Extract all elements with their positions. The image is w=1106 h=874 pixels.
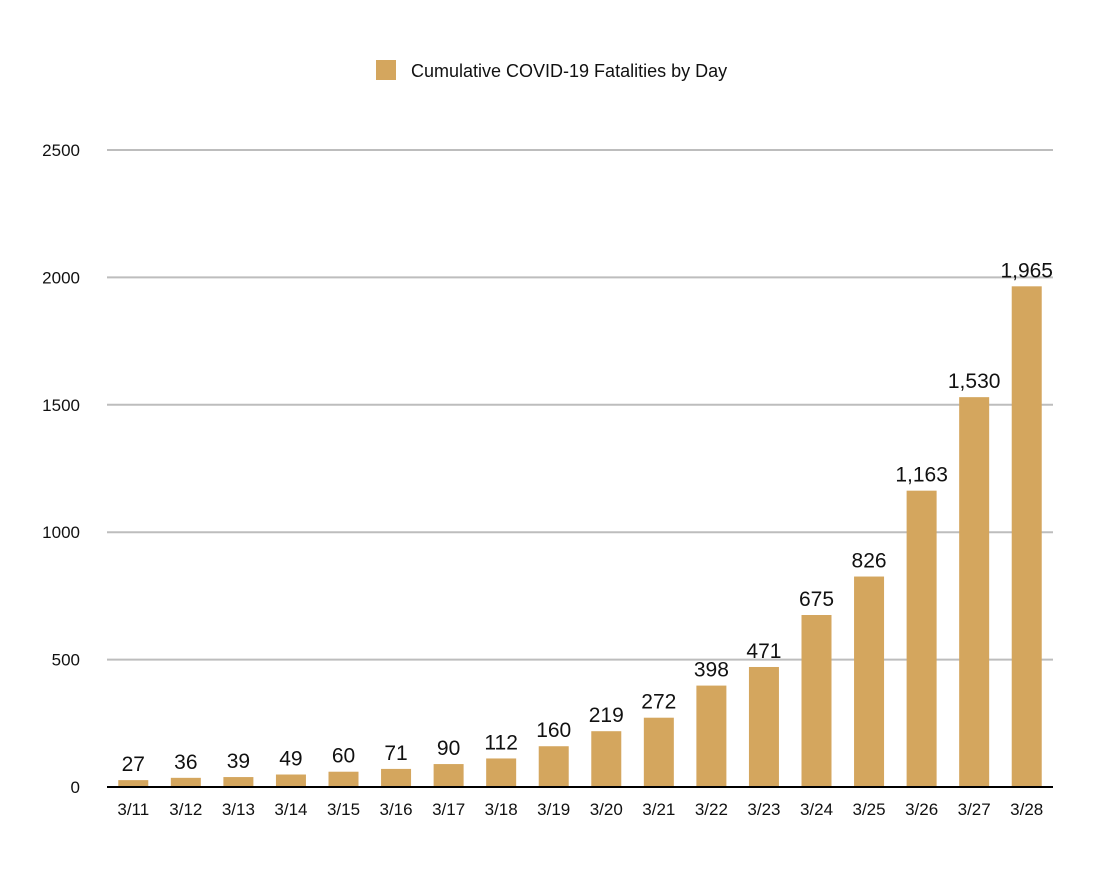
bar — [906, 490, 937, 787]
bar — [118, 780, 149, 787]
data-label: 219 — [589, 704, 624, 727]
bar — [223, 777, 254, 787]
data-label: 272 — [641, 691, 676, 714]
bar — [538, 746, 569, 787]
data-label: 1,163 — [895, 464, 948, 487]
x-axis-ticks: 3/11 3/12 3/13 3/14 3/15 3/16 3/17 3/18 3/19 3/20… — [117, 800, 1043, 819]
bar — [696, 685, 727, 787]
y-tick-label: 2000 — [42, 268, 80, 287]
data-label: 1,965 — [1000, 259, 1053, 282]
x-tick-label: 3/20 — [590, 800, 623, 819]
legend-swatch — [376, 60, 396, 80]
x-tick-label: 3/24 — [800, 800, 833, 819]
x-tick-label: 3/18 — [485, 800, 518, 819]
data-label: 160 — [536, 719, 571, 742]
legend: Cumulative COVID-19 Fatalities by Day — [376, 60, 727, 81]
data-label: 49 — [279, 748, 302, 771]
data-labels: 27 36 39 49 60 71 90 112 160 219 272 398 471 675 826 1,… — [122, 259, 1053, 776]
bars — [118, 286, 1042, 787]
x-tick-label: 3/17 — [432, 800, 465, 819]
y-axis-ticks: 0 500 1000 1500 2000 2500 — [42, 141, 80, 797]
y-tick-label: 2500 — [42, 141, 80, 160]
bar — [170, 777, 201, 787]
data-label: 1,530 — [948, 370, 1001, 393]
y-tick-label: 1500 — [42, 396, 80, 415]
bar — [1011, 286, 1042, 787]
legend-label: Cumulative COVID-19 Fatalities by Day — [411, 61, 727, 81]
bar — [381, 768, 412, 787]
data-label: 71 — [384, 742, 407, 765]
x-tick-label: 3/26 — [905, 800, 938, 819]
data-label: 112 — [484, 731, 517, 754]
data-label: 398 — [694, 659, 729, 682]
bar — [959, 397, 990, 787]
x-tick-label: 3/28 — [1010, 800, 1043, 819]
gridlines — [107, 149, 1053, 661]
bar — [591, 731, 622, 787]
y-tick-label: 0 — [71, 778, 80, 797]
data-label: 826 — [852, 550, 887, 573]
bar — [748, 666, 779, 787]
data-label: 36 — [174, 751, 197, 774]
x-tick-label: 3/27 — [958, 800, 991, 819]
data-label: 60 — [332, 745, 355, 768]
bar — [643, 717, 674, 787]
data-label: 471 — [746, 640, 781, 663]
y-tick-label: 1000 — [42, 523, 80, 542]
x-tick-label: 3/16 — [380, 800, 413, 819]
data-label: 675 — [799, 588, 834, 611]
bar — [801, 615, 832, 787]
x-tick-label: 3/21 — [642, 800, 675, 819]
x-tick-label: 3/12 — [169, 800, 202, 819]
bar — [854, 576, 885, 787]
x-tick-label: 3/23 — [747, 800, 780, 819]
data-label: 39 — [227, 750, 250, 773]
data-label: 27 — [122, 753, 145, 776]
data-label: 90 — [437, 737, 460, 760]
x-tick-label: 3/25 — [853, 800, 886, 819]
x-tick-label: 3/13 — [222, 800, 255, 819]
bar — [328, 771, 359, 787]
x-tick-label: 3/15 — [327, 800, 360, 819]
x-tick-label: 3/22 — [695, 800, 728, 819]
x-tick-label: 3/14 — [274, 800, 307, 819]
x-tick-label: 3/11 — [117, 800, 149, 819]
x-tick-label: 3/19 — [537, 800, 570, 819]
bar — [486, 758, 517, 787]
bar — [433, 764, 464, 787]
y-tick-label: 500 — [52, 651, 80, 670]
bar — [275, 774, 306, 787]
